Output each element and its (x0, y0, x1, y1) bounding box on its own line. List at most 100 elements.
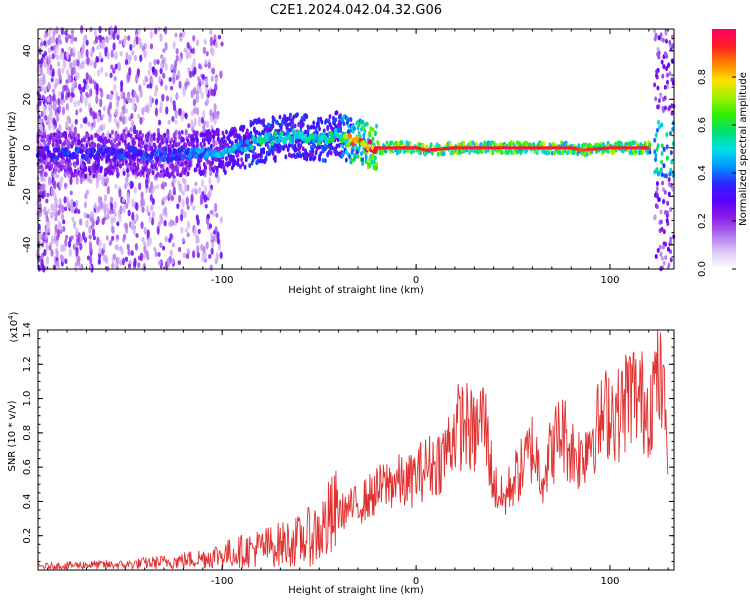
spectrogram-band-cell (215, 170, 219, 175)
spectrogram-ridge-cell (347, 133, 352, 139)
spectrogram-noise-cell (106, 185, 110, 195)
spectrogram-noise-cell (51, 88, 56, 94)
spectrogram-band-cell (216, 128, 220, 133)
spectrogram-noise-cell (99, 35, 103, 43)
spectrogram-noise-cell (50, 77, 54, 83)
spectrogram-band-cell (144, 133, 148, 139)
spectrogram-noise-cell (113, 117, 118, 124)
spectrogram-noise-cell (102, 105, 107, 112)
spectrogram-band-cell (241, 161, 245, 167)
spectrogram-noise-cell (201, 74, 205, 80)
spectrogram-ridge-cell (83, 155, 89, 162)
spectrogram-noise-cell (43, 61, 47, 68)
spectrogram-noise-cell (146, 254, 150, 261)
spectrogram-band-cell (77, 133, 81, 139)
spectrogram-edge-cell (655, 146, 659, 152)
spectrogram-noise-cell (171, 115, 175, 122)
spectrogram-noise-cell (52, 29, 56, 37)
spectrogram-noise-cell (219, 216, 223, 224)
spectrogram-noise-cell (69, 96, 73, 103)
spectrogram-noise-cell (89, 88, 93, 98)
spectrogram-noise-cell (100, 88, 104, 99)
spectrogram-noise-cell (123, 38, 127, 47)
spectrogram-band-cell (59, 160, 63, 165)
spectrogram-noise-cell (50, 235, 55, 245)
spectrogram-noise-cell (154, 250, 158, 258)
spectrogram-band-cell (65, 157, 69, 163)
spectrogram-edge-cell (656, 46, 660, 52)
spectrogram-noise-cell (185, 253, 190, 260)
spectrogram-noise-cell (70, 29, 75, 35)
spectrogram-noise-cell (183, 210, 187, 219)
spectrogram-band-cell (116, 171, 120, 177)
spectrogram-band-cell (276, 120, 280, 126)
spectrogram-ridge-cell (279, 130, 284, 137)
spectrogram-noise-cell (79, 235, 84, 243)
spectrogram-noise-cell (184, 228, 188, 233)
spectrogram-noise-cell (174, 119, 178, 125)
spectrogram-noise-cell (60, 91, 65, 101)
spectrogram-band-cell (148, 168, 152, 174)
spectrogram-band-cell (109, 166, 113, 172)
spectrogram-noise-cell (208, 223, 213, 229)
spectrogram-noise-cell (114, 109, 118, 117)
spectrogram-noise-cell (188, 70, 193, 79)
spectrogram-noise-cell (170, 195, 174, 202)
spectrogram-noise-cell (171, 242, 176, 248)
spectrogram-band-cell (58, 138, 62, 144)
spectrogram-noise-cell (215, 212, 219, 218)
spectrogram-edge-cell (665, 72, 669, 78)
spectrogram-band-cell (126, 163, 129, 169)
spectrogram-noise-cell (140, 198, 144, 207)
spectrogram-noise-cell (148, 216, 152, 223)
spectrogram-band-cell (121, 160, 125, 165)
spectrogram-noise-cell (101, 113, 105, 119)
spectrogram-noise-cell (114, 244, 119, 251)
spectrogram-noise-cell (85, 72, 89, 81)
spectrogram-band-cell (641, 149, 645, 155)
spectrogram-band-cell (176, 168, 180, 174)
spectrogram-noise-cell (95, 95, 99, 104)
spectrogram-band-cell (606, 149, 610, 154)
spectrogram-noise-cell (85, 39, 89, 46)
spectrogram-noise-cell (186, 247, 190, 253)
spectrogram-noise-cell (89, 59, 93, 67)
spectrogram-noise-cell (84, 116, 88, 125)
spectrogram-noise-cell (175, 48, 179, 55)
spectrogram-band-cell (408, 141, 412, 146)
spectrogram-noise-cell (206, 214, 210, 219)
spectrogram-noise-cell (59, 229, 63, 234)
spectrogram-edge-cell (660, 226, 664, 232)
spectrogram-noise-cell (50, 212, 54, 220)
spectrogram-noise-cell (98, 25, 102, 34)
spectrogram-band-cell (373, 155, 377, 161)
spectrogram-noise-cell (193, 228, 197, 237)
spectrogram-ridge-cell (119, 148, 124, 154)
spectrogram-noise-cell (65, 68, 70, 76)
spectrogram-band-cell (62, 164, 65, 170)
spectrogram-band-cell (40, 171, 43, 177)
spectrogram-noise-cell (97, 204, 101, 213)
spectrogram-band-cell (154, 144, 157, 150)
spectrogram-band-cell (144, 164, 148, 170)
spectrogram-noise-cell (72, 66, 76, 75)
spectrogram-noise-cell (219, 70, 223, 79)
spectrogram-noise-cell (168, 189, 172, 199)
spectrogram-band-cell (271, 151, 275, 156)
spectrogram-band-cell (646, 150, 650, 156)
spectrogram-noise-cell (195, 93, 200, 103)
spectrogram-noise-cell (216, 231, 220, 240)
spectrogram-band-cell (158, 142, 162, 148)
spectrogram-noise-cell (45, 215, 49, 224)
spectrogram-noise-cell (120, 80, 124, 89)
spectrogram-noise-cell (70, 204, 74, 214)
spectrogram-band-cell (249, 130, 253, 136)
spectrogram-band-cell (48, 139, 52, 145)
spectrogram-band-cell (211, 160, 214, 166)
spectrogram-noise-cell (68, 74, 72, 84)
spectrogram-band-cell (291, 120, 295, 126)
spectrogram-noise-cell (113, 83, 117, 92)
spectrogram-noise-cell (164, 84, 168, 91)
spectrogram-noise-cell (219, 251, 223, 259)
spectrogram-noise-cell (124, 108, 128, 114)
